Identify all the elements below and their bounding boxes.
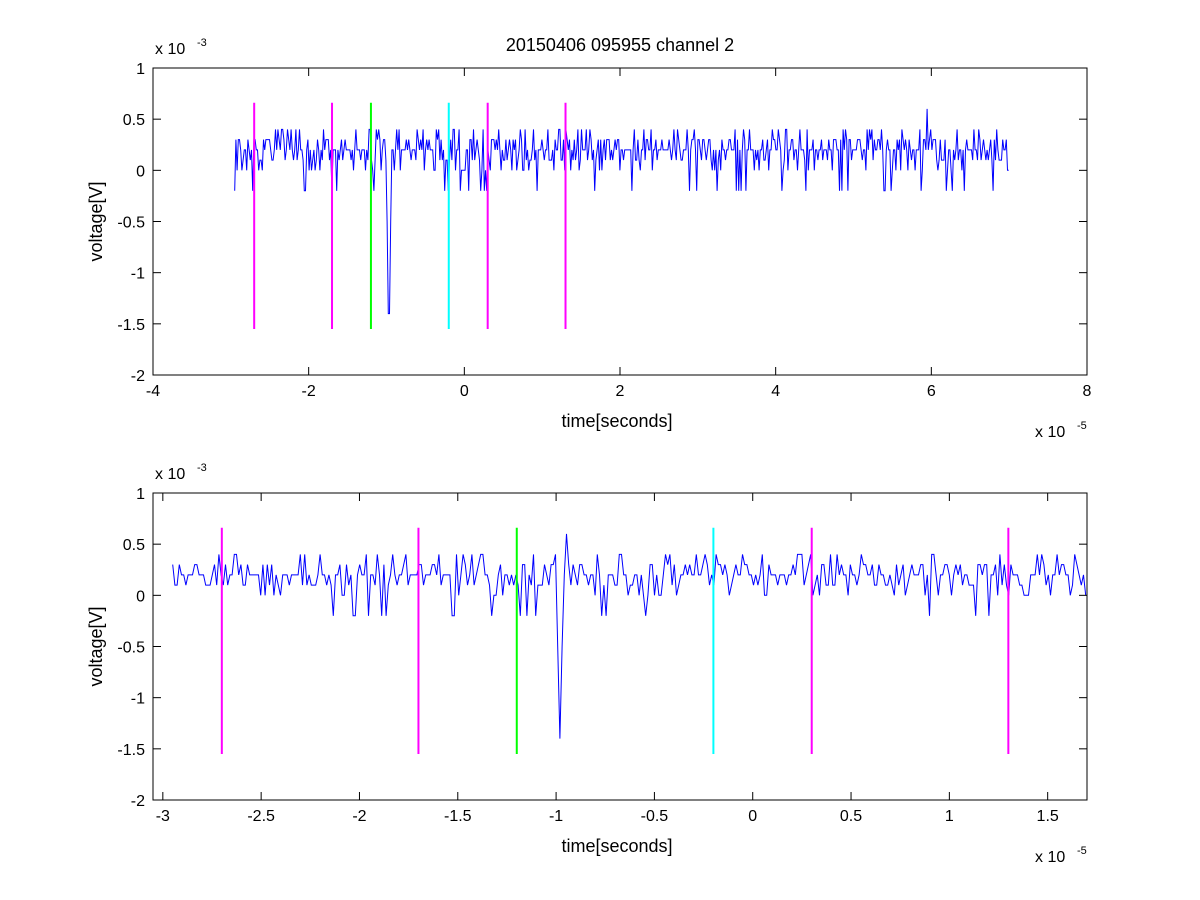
x-exponent-power: -5: [1077, 420, 1087, 432]
x-exponent-power: -5: [1077, 845, 1087, 857]
x-tick-label: -1: [549, 808, 563, 825]
bottom-plot: -3 -2.5 -2 -1.5 -1 -0.5 0 0.5 1 1.5 -2 -1.5 -1 -0.5 0 0…: [86, 462, 1088, 866]
x-tick-label: -2: [352, 808, 366, 825]
x-tick-label: -2: [302, 383, 316, 400]
x-tick-label: 1.5: [1037, 808, 1059, 825]
y-tick-label: -2: [131, 793, 145, 810]
y-tick-label: 1: [136, 486, 145, 503]
x-tick-label: 0: [748, 808, 757, 825]
y-axis-label: voltage[V]: [86, 181, 106, 261]
y-tick-label: 0: [136, 588, 145, 605]
y-exponent-label: x 10: [155, 466, 185, 483]
signal-trace: [172, 533, 1087, 739]
y-tick-label: -1.5: [117, 742, 145, 759]
chart-title: 20150406 095955 channel 2: [506, 35, 734, 55]
x-tick-label: 8: [1083, 383, 1092, 400]
y-tick-label: -1: [131, 691, 145, 708]
y-axis-label: voltage[V]: [86, 606, 106, 686]
y-tick-label: -2: [131, 368, 145, 385]
x-exponent-label: x 10: [1035, 424, 1065, 441]
y-tick-label: -1.5: [117, 317, 145, 334]
y-exponent-power: -3: [197, 462, 207, 474]
y-exponent-label: x 10: [155, 41, 185, 58]
x-tick-label: -3: [156, 808, 170, 825]
top-plot: -4 -2 0 2 4 6 8-2-1.5-1-0.500.51time[seconds]v…: [86, 37, 1092, 441]
y-tick-label: 0.5: [123, 537, 145, 554]
y-tick-label: 1: [136, 61, 145, 78]
y-tick-label: -0.5: [117, 640, 145, 657]
y-tick-label: 0.5: [123, 112, 145, 129]
x-tick-label: -4: [146, 383, 160, 400]
x-axis-label: time[seconds]: [561, 411, 672, 431]
x-tick-label: 1: [945, 808, 954, 825]
x-tick-label: 2: [616, 383, 625, 400]
x-tick-label: -0.5: [641, 808, 669, 825]
x-tick-label: 6: [927, 383, 936, 400]
y-tick-label: 0: [136, 163, 145, 180]
y-exponent-power: -3: [197, 37, 207, 49]
axes-frame: [152, 492, 1088, 801]
x-tick-label: 4: [771, 383, 780, 400]
x-tick-label: 0: [460, 383, 469, 400]
x-exponent-label: x 10: [1035, 849, 1065, 866]
signal-trace: [234, 108, 1009, 315]
y-tick-label: -1: [131, 266, 145, 283]
x-tick-label: 0.5: [840, 808, 862, 825]
x-axis-label: time[seconds]: [561, 836, 672, 856]
y-tick-label: -0.5: [117, 215, 145, 232]
x-tick-label: -2.5: [247, 808, 275, 825]
axes-frame: [152, 67, 1088, 376]
x-tick-label: -1.5: [444, 808, 472, 825]
